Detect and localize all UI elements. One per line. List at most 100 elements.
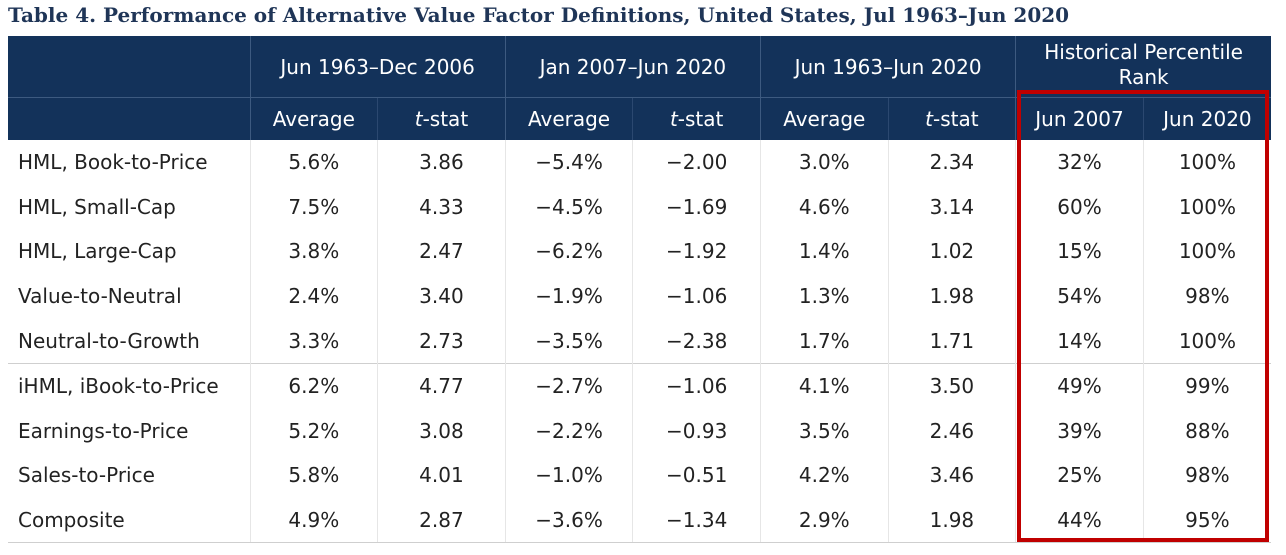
table-cell: 2.73: [377, 318, 506, 364]
table-cell: 95%: [1142, 497, 1271, 544]
table-row: Composite 4.9% 2.87 −3.6% −1.34 2.9% 1.9…: [8, 497, 1271, 544]
row-label: HML, Large-Cap: [18, 239, 177, 264]
table-row: Neutral-to-Growth 3.3% 2.73 −3.5% −2.38 …: [8, 318, 1271, 364]
table-cell: −1.69: [632, 184, 761, 230]
row-label: Composite: [8, 497, 251, 544]
table-cell: 1.71: [887, 318, 1016, 364]
table-cell: −2.38: [632, 318, 761, 364]
table-cell: 4.6%: [759, 184, 889, 230]
table-cell: −1.0%: [504, 453, 633, 498]
table-cell: 4.33: [377, 184, 506, 230]
row-label: Earnings-to-Price: [18, 418, 189, 443]
table-cell: 3.14: [887, 184, 1016, 230]
col-header-tstat: t-stat: [632, 97, 761, 140]
row-label: iHML, iBook-to-Price: [8, 362, 251, 409]
table-cell: 100%: [1142, 184, 1271, 230]
table-cell: 3.3%: [249, 318, 378, 364]
table-cell: 44%: [1015, 497, 1144, 544]
col-header-average: Average: [249, 97, 378, 140]
group-header-percentile-rank: Historical Percentile Rank: [1015, 36, 1271, 98]
row-label: Sales-to-Price: [18, 463, 155, 488]
table-cell: 7.5%: [249, 184, 378, 230]
table-cell: 4.9%: [249, 497, 378, 544]
table-cell: −1.06: [632, 273, 761, 319]
table-cell: −3.5%: [504, 318, 633, 364]
table-cell: 1.98: [887, 497, 1016, 544]
row-label: Value-to-Neutral: [18, 284, 182, 309]
table-row: iHML, iBook-to-Price 6.2% 4.77 −2.7% −1.…: [8, 362, 1271, 409]
table-row: HML, Small-Cap 7.5% 4.33 −4.5% −1.69 4.6…: [8, 184, 1271, 230]
table-cell: 1.02: [887, 229, 1016, 274]
table-cell: 99%: [1142, 362, 1271, 409]
table-cell: 5.2%: [249, 408, 378, 454]
table-row: HML, Large-Cap 3.8% 2.47 −6.2% −1.92 1.4…: [8, 229, 1271, 274]
table-cell: −5.4%: [504, 140, 633, 185]
table-cell: −2.00: [632, 140, 761, 185]
table-cell: −1.06: [632, 362, 761, 409]
table-cell: 1.7%: [759, 318, 889, 364]
table-cell: 4.77: [377, 362, 506, 409]
header-corner-sub: [8, 97, 251, 140]
col-header-tstat: t-stat: [377, 97, 506, 140]
table-cell: 3.8%: [249, 229, 378, 274]
table-row: Value-to-Neutral 2.4% 3.40 −1.9% −1.06 1…: [8, 273, 1271, 319]
table-row: Sales-to-Price 5.8% 4.01 −1.0% −0.51 4.2…: [8, 453, 1271, 498]
table-cell: 98%: [1142, 453, 1271, 498]
table-cell: 49%: [1015, 362, 1144, 409]
col-header-jun-2020: Jun 2020: [1142, 97, 1271, 140]
table-cell: 14%: [1015, 318, 1144, 364]
table-cell: 3.86: [377, 140, 506, 185]
col-header-average: Average: [759, 97, 889, 140]
col-header-average: Average: [504, 97, 633, 140]
table-title: Table 4. Performance of Alternative Valu…: [8, 3, 1070, 27]
table-cell: 2.9%: [759, 497, 889, 544]
row-label: HML, Book-to-Price: [18, 150, 208, 175]
table-cell: 3.0%: [759, 140, 889, 185]
table-cell: 2.46: [887, 408, 1016, 454]
table-cell: −4.5%: [504, 184, 633, 230]
header-corner: [8, 36, 251, 98]
table-cell: 5.8%: [249, 453, 378, 498]
table-cell: −2.7%: [504, 362, 633, 409]
table-cell: −1.92: [632, 229, 761, 274]
table-cell: 1.3%: [759, 273, 889, 319]
table-cell: 2.87: [377, 497, 506, 544]
table-row: HML, Book-to-Price 5.6% 3.86 −5.4% −2.00…: [8, 140, 1271, 185]
table-cell: 2.34: [887, 140, 1016, 185]
row-label: Neutral-to-Growth: [18, 328, 200, 353]
table-cell: 1.98: [887, 273, 1016, 319]
table-cell: 3.50: [887, 362, 1016, 409]
row-label: HML, Small-Cap: [18, 194, 176, 219]
table-cell: −1.34: [632, 497, 761, 544]
table-cell: 3.46: [887, 453, 1016, 498]
table-cell: 1.4%: [759, 229, 889, 274]
table-cell: 32%: [1015, 140, 1144, 185]
table-cell: 88%: [1142, 408, 1271, 454]
performance-table: Jun 1963–Dec 2006 Jan 2007–Jun 2020 Jun …: [8, 36, 1271, 544]
table-cell: 100%: [1142, 140, 1271, 185]
table-cell: 100%: [1142, 229, 1271, 274]
group-header-1963-2020: Jun 1963–Jun 2020: [759, 36, 1016, 98]
table-cell: 3.40: [377, 273, 506, 319]
table-cell: 39%: [1015, 408, 1144, 454]
table-cell: −2.2%: [504, 408, 633, 454]
table-cell: 100%: [1142, 318, 1271, 364]
table-cell: 2.4%: [249, 273, 378, 319]
table-cell: 2.47: [377, 229, 506, 274]
table-row: Earnings-to-Price 5.2% 3.08 −2.2% −0.93 …: [8, 408, 1271, 454]
table-cell: 15%: [1015, 229, 1144, 274]
table-cell: −0.93: [632, 408, 761, 454]
table-cell: 54%: [1015, 273, 1144, 319]
table-cell: −3.6%: [504, 497, 633, 544]
table-cell: 4.2%: [759, 453, 889, 498]
table-cell: −0.51: [632, 453, 761, 498]
table-cell: 3.08: [377, 408, 506, 454]
table-cell: 60%: [1015, 184, 1144, 230]
group-header-1963-2006: Jun 1963–Dec 2006: [249, 36, 506, 98]
table-cell: 6.2%: [249, 362, 378, 409]
table-cell: 4.1%: [759, 362, 889, 409]
table-cell: 5.6%: [249, 140, 378, 185]
group-header-2007-2020: Jan 2007–Jun 2020: [504, 36, 761, 98]
table-cell: 3.5%: [759, 408, 889, 454]
table-cell: 98%: [1142, 273, 1271, 319]
